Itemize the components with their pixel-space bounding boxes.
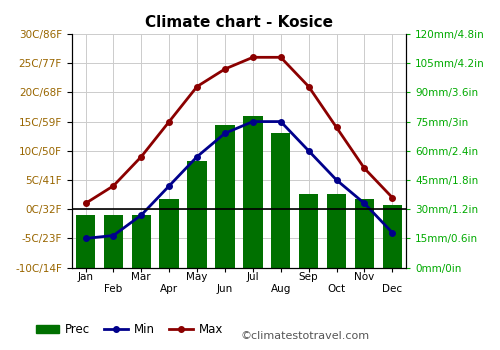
Bar [160,199,179,268]
Bar [104,215,123,268]
Bar [382,205,402,268]
Text: Jan: Jan [78,272,94,282]
Legend: Prec, Min, Max: Prec, Min, Max [31,318,228,341]
Text: Mar: Mar [132,272,151,282]
Text: Nov: Nov [354,272,374,282]
Bar [299,194,318,268]
Bar [271,133,290,268]
Text: May: May [186,272,208,282]
Text: Dec: Dec [382,284,402,294]
Text: ©climatestotravel.com: ©climatestotravel.com [240,331,369,341]
Text: Aug: Aug [270,284,291,294]
Bar [215,125,234,268]
Text: Apr: Apr [160,284,178,294]
Text: Feb: Feb [104,284,122,294]
Title: Climate chart - Kosice: Climate chart - Kosice [145,15,333,30]
Text: Sep: Sep [299,272,318,282]
Bar [76,215,96,268]
Bar [132,215,151,268]
Text: Jul: Jul [246,272,259,282]
Text: Oct: Oct [328,284,345,294]
Text: Jun: Jun [217,284,233,294]
Bar [354,199,374,268]
Bar [326,194,346,268]
Bar [243,116,262,268]
Bar [188,161,207,268]
